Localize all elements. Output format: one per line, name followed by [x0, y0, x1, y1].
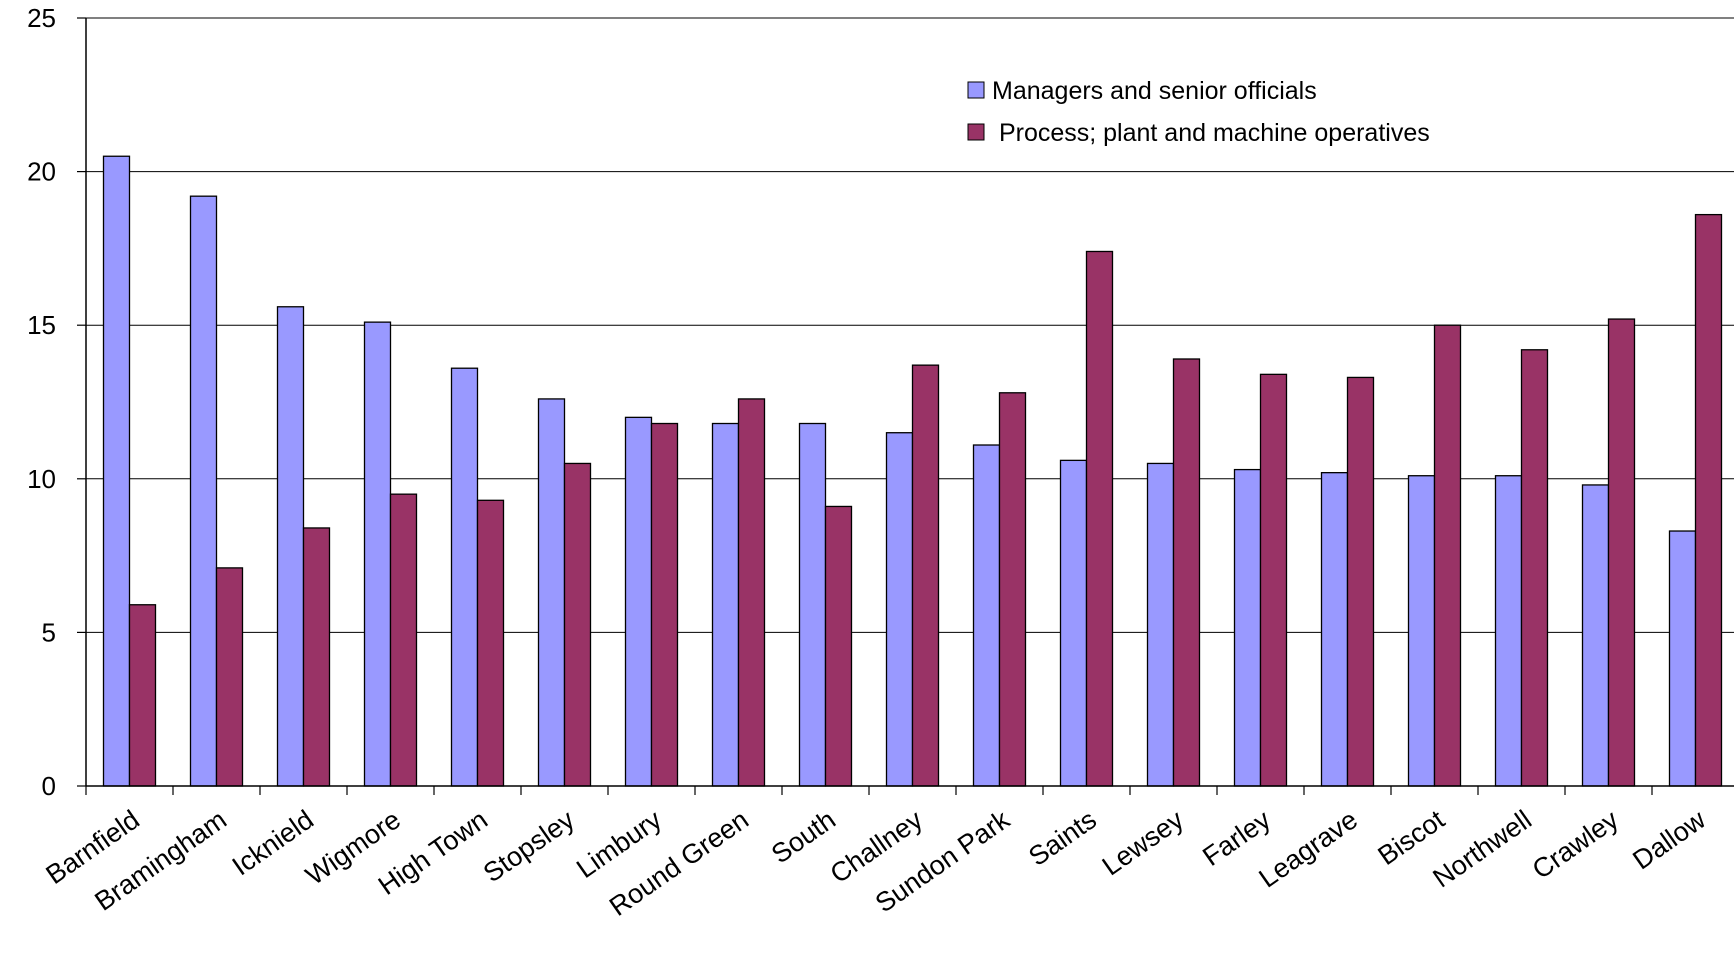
bar-process-icknield [302, 527, 331, 787]
bar-managers-crawley [1581, 484, 1610, 787]
bar-managers-challney [885, 432, 914, 787]
bar-managers-sundon-park [972, 444, 1001, 787]
bar-managers-wigmore [363, 321, 392, 787]
bar-process-south [824, 505, 853, 787]
y-tick-label: 20 [27, 157, 56, 187]
bar-managers-lewsey [1146, 462, 1175, 787]
bar-managers-high-town [450, 367, 479, 787]
bar-process-biscot [1433, 324, 1462, 787]
bar-managers-limbury [624, 416, 653, 787]
legend-label: Process; plant and machine operatives [992, 119, 1430, 147]
bar-process-leagrave [1346, 376, 1375, 787]
bar-managers-round-green [711, 422, 740, 787]
bar-process-sundon-park [998, 392, 1027, 787]
y-tick-labels: 0 5 10 15 20 25 [27, 3, 56, 801]
bar-process-farley [1259, 373, 1288, 787]
y-tick-label: 10 [27, 464, 56, 494]
axes [77, 17, 1734, 795]
bar-managers-saints [1059, 459, 1088, 787]
bar-managers-biscot [1407, 475, 1436, 787]
bars [102, 155, 1723, 787]
bar-managers-icknield [276, 306, 305, 787]
x-tick-label: Northwell [1428, 804, 1537, 893]
bar-process-saints [1085, 250, 1114, 787]
bar-process-crawley [1607, 318, 1636, 787]
bar-managers-leagrave [1320, 472, 1349, 787]
bar-process-barnfield [128, 604, 157, 787]
bar-process-stopsley [563, 462, 592, 787]
x-tick-label: Lewsey [1097, 804, 1190, 881]
x-tick-label: Saints [1023, 804, 1102, 872]
bar-managers-dallow [1668, 530, 1697, 787]
x-tick-label: South [766, 804, 841, 869]
bar-process-high-town [476, 499, 505, 787]
legend-label: Managers and senior officials [992, 77, 1317, 105]
y-tick-label: 5 [42, 617, 56, 647]
bar-process-limbury [650, 422, 679, 787]
bar-process-round-green [737, 398, 766, 787]
bar-process-wigmore [389, 493, 418, 787]
bar-managers-northwell [1494, 475, 1523, 787]
bar-process-northwell [1520, 349, 1549, 787]
bar-process-dallow [1694, 213, 1723, 787]
y-tick-label: 15 [27, 310, 56, 340]
legend: Managers and senior officials Process; p… [967, 77, 1430, 147]
bar-managers-bramingham [189, 195, 218, 787]
bar-managers-south [798, 422, 827, 787]
bar-managers-barnfield [102, 155, 131, 787]
bar-managers-stopsley [537, 398, 566, 787]
x-tick-label: Leagrave [1254, 804, 1363, 893]
legend-swatch [967, 81, 985, 99]
x-tick-label: Crawley [1527, 804, 1624, 885]
bar-process-challney [911, 364, 940, 787]
legend-swatch [967, 123, 985, 141]
bar-process-bramingham [215, 567, 244, 787]
y-tick-label: 25 [27, 3, 56, 33]
bar-managers-farley [1233, 468, 1262, 787]
x-tick-label: Stopsley [478, 804, 580, 888]
x-tick-label: Dallow [1627, 804, 1711, 875]
y-tick-label: 0 [42, 771, 56, 801]
bar-process-lewsey [1172, 358, 1201, 787]
